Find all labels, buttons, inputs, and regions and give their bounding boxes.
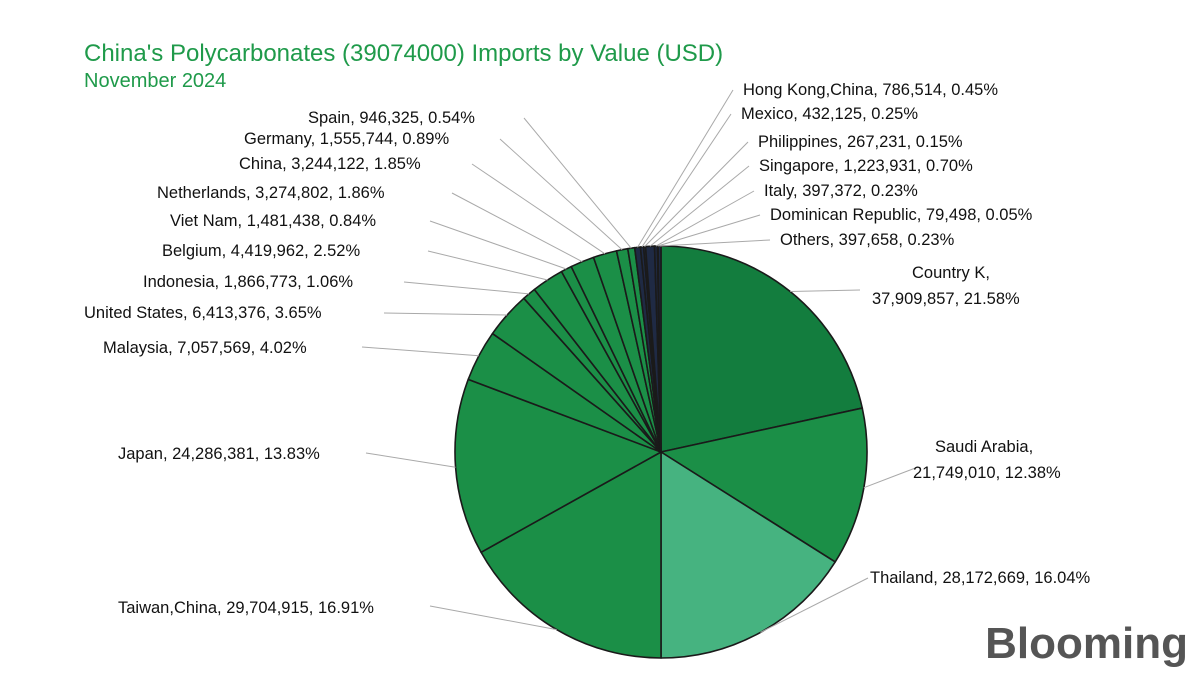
pie-slices	[454, 245, 868, 659]
leader-line	[641, 113, 732, 248]
slice-label: United States, 6,413,376, 3.65%	[84, 304, 322, 322]
slice-labels: Country K, 37,909,857, 21.58% Saudi Arabia…	[84, 81, 1091, 617]
leader-line	[499, 138, 623, 251]
slice-label: Malaysia, 7,057,569, 4.02%	[103, 339, 307, 357]
slice-label: Japan, 24,286,381, 13.83%	[118, 445, 320, 463]
slice-label: Saudi Arabia, 21,749,010, 12.38%	[913, 438, 1061, 482]
leader-line	[659, 239, 771, 247]
chart-subtitle: November 2024	[84, 70, 227, 92]
leader-line	[649, 165, 750, 247]
slice-label: Mexico, 432,125, 0.25%	[741, 105, 918, 123]
slice-label: Thailand, 28,172,669, 16.04%	[870, 569, 1091, 587]
leader-lines	[361, 89, 919, 633]
leader-line	[429, 220, 567, 270]
leader-line	[637, 89, 734, 248]
leader-line	[451, 192, 583, 263]
leader-line	[383, 312, 508, 316]
slice-label: Singapore, 1,223,931, 0.70%	[759, 157, 973, 175]
slice-label: Country K, 37,909,857, 21.58%	[872, 264, 1020, 308]
leader-line	[655, 190, 755, 247]
chart-title: China's Polycarbonates (39074000) Import…	[84, 40, 724, 67]
slice-label: Philippines, 267,231, 0.15%	[758, 133, 963, 151]
leader-line	[790, 289, 861, 293]
slice-label: Belgium, 4,419,962, 2.52%	[162, 242, 360, 260]
slice-label: Taiwan,China, 29,704,915, 16.91%	[118, 599, 374, 617]
leader-line	[427, 250, 548, 281]
leader-line	[760, 577, 869, 633]
pie-slice-japan	[454, 378, 662, 554]
slice-label: Viet Nam, 1,481,438, 0.84%	[170, 212, 376, 230]
leader-line	[644, 141, 749, 248]
pie-slice-taiwan-china	[480, 451, 662, 659]
leader-line	[471, 163, 606, 255]
slice-label: Netherlands, 3,274,802, 1.86%	[157, 184, 385, 202]
slice-label: Others, 397,658, 0.23%	[780, 231, 955, 249]
leader-line	[863, 466, 919, 489]
leader-line	[365, 452, 456, 468]
slice-label: China, 3,244,122, 1.85%	[239, 155, 421, 173]
brand-logo: Blooming	[985, 619, 1188, 668]
leader-line	[523, 117, 632, 249]
slice-label: Italy, 397,372, 0.23%	[764, 182, 918, 200]
slice-label: Hong Kong,China, 786,514, 0.45%	[743, 81, 998, 99]
leader-line	[361, 346, 479, 357]
slice-label: Germany, 1,555,744, 0.89%	[244, 130, 449, 148]
slice-label: Indonesia, 1,866,773, 1.06%	[143, 273, 353, 291]
leader-line	[403, 281, 530, 295]
slice-label: Dominican Republic, 79,498, 0.05%	[770, 206, 1033, 224]
leader-line	[429, 605, 557, 631]
slice-label: Spain, 946,325, 0.54%	[308, 109, 475, 127]
leader-line	[657, 214, 761, 247]
